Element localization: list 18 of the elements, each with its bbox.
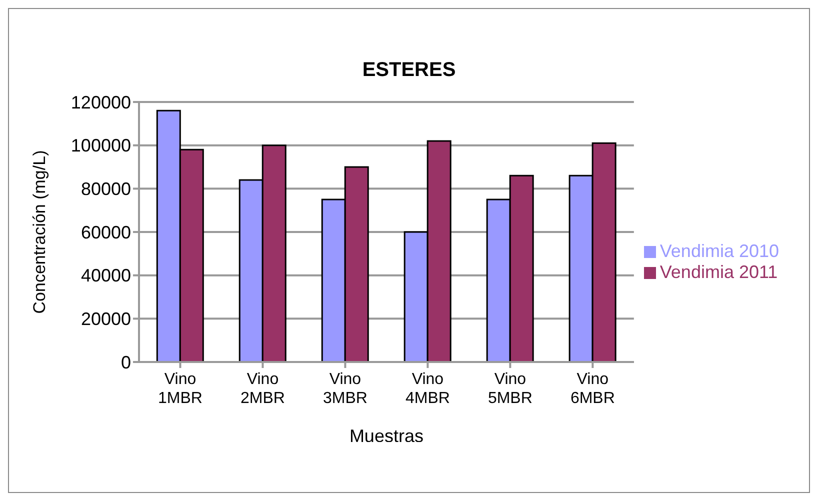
y-tick-label: 40000 xyxy=(80,266,131,286)
chart-title: ESTERES xyxy=(361,59,457,82)
y-tick-label: 100000 xyxy=(70,136,131,156)
legend-label: Vendimia 2010 xyxy=(660,241,779,261)
y-tick-label: 0 xyxy=(120,352,131,372)
y-tick-label: 20000 xyxy=(80,309,131,330)
legend-label: Vendimia 2011 xyxy=(660,262,778,282)
x-tick-label: Vino 1MBR xyxy=(158,371,202,407)
x-tick-label: Vino 2MBR xyxy=(240,371,285,407)
y-tick-label: 80000 xyxy=(80,179,131,200)
x-axis-title: Muestras xyxy=(349,426,424,446)
x-tick-label: Vino 3MBR xyxy=(322,371,368,407)
y-axis-title: Concentración (mg/L) xyxy=(30,150,50,314)
y-tick-label: 120000 xyxy=(70,92,131,112)
y-tick-label: 60000 xyxy=(80,222,131,242)
x-tick-label: Vino 6MBR xyxy=(570,371,615,407)
x-tick-label: Vino 5MBR xyxy=(488,371,532,407)
x-tick-label: Vino 4MBR xyxy=(405,371,450,407)
